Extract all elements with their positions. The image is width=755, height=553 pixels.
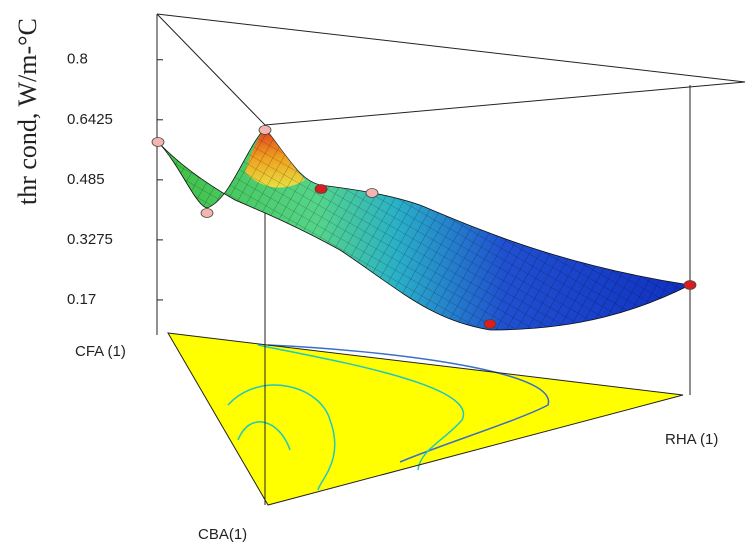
design-point bbox=[258, 125, 272, 135]
corner-label: RHA (1) bbox=[665, 431, 718, 448]
base-triangle bbox=[168, 333, 683, 505]
contour bbox=[267, 344, 550, 463]
design-point bbox=[365, 188, 379, 198]
z-tick-label: 0.485 bbox=[67, 171, 105, 188]
base-edge bbox=[167, 332, 684, 506]
design-point bbox=[683, 280, 697, 290]
design-point bbox=[151, 137, 165, 147]
design-point bbox=[200, 208, 214, 218]
z-tick-label: 0.6425 bbox=[67, 111, 113, 128]
box-edge bbox=[156, 13, 266, 126]
surface bbox=[157, 127, 692, 331]
corner-label: CBA(1) bbox=[198, 526, 247, 543]
box-edge bbox=[264, 81, 746, 126]
z-tick-label: 0.17 bbox=[67, 291, 96, 308]
design-point bbox=[314, 184, 328, 194]
box-edge bbox=[156, 13, 746, 83]
corner-label: CFA (1) bbox=[75, 343, 126, 360]
z-axis-label: thr cond, W/m-°C bbox=[13, 18, 42, 205]
z-tick-label: 0.8 bbox=[67, 51, 88, 68]
plot-box bbox=[156, 13, 746, 506]
contour bbox=[257, 344, 465, 471]
design-point bbox=[483, 319, 497, 329]
z-tick-label: 0.3275 bbox=[67, 231, 113, 248]
